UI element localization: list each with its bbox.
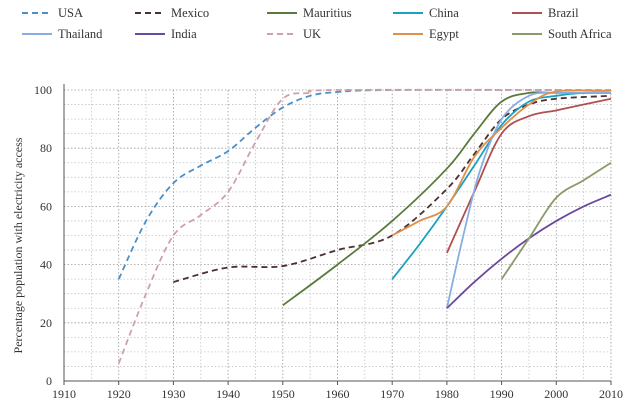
legend-label: Egypt: [429, 27, 459, 41]
y-tick-label: 0: [46, 374, 52, 388]
x-tick-label: 1930: [161, 387, 185, 401]
grid: [63, 89, 612, 382]
series-line-egypt: [391, 89, 612, 237]
series-line-south-africa: [500, 161, 612, 280]
legend-item-south-africa: South Africa: [512, 27, 612, 41]
legend-label: UK: [303, 27, 321, 41]
series-line-thailand: [446, 91, 612, 309]
legend-item-india: India: [135, 27, 197, 41]
legend-item-mauritius: Mauritius: [267, 6, 352, 20]
legend-label: Mauritius: [303, 6, 352, 20]
legend-label: Mexico: [171, 6, 209, 20]
series-line-uk: [117, 88, 612, 364]
y-tick-label: 20: [40, 316, 52, 330]
x-tick-label: 1920: [107, 387, 131, 401]
legend-label: South Africa: [548, 27, 612, 41]
legend-label: Brazil: [548, 6, 579, 20]
series-line-usa: [117, 88, 612, 280]
legend-label: India: [171, 27, 197, 41]
x-tick-label: 1940: [216, 387, 240, 401]
x-tick-label: 1960: [326, 387, 350, 401]
legend-item-mexico: Mexico: [135, 6, 209, 20]
x-tick-label: 1990: [490, 387, 514, 401]
legend-item-china: China: [393, 6, 459, 20]
x-tick-label: 1980: [435, 387, 459, 401]
legend-item-brazil: Brazil: [512, 6, 579, 20]
legend: USA Mexico Mauritius China Brazil Thailand Ind…: [22, 6, 612, 41]
x-tick-label: 1950: [271, 387, 295, 401]
x-tick-label: 2010: [599, 387, 623, 401]
legend-label: USA: [58, 6, 83, 20]
y-tick-label: 100: [34, 83, 52, 97]
axes: 1910 1920 1930 1940 1950 1960 1970 1980 1990 2000…: [34, 83, 623, 401]
x-tick-label: 2000: [544, 387, 568, 401]
x-tick-label: 1910: [52, 387, 76, 401]
legend-item-usa: USA: [22, 6, 83, 20]
legend-item-thailand: Thailand: [22, 27, 103, 41]
legend-item-egypt: Egypt: [393, 27, 459, 41]
series-lines: [117, 88, 612, 364]
legend-item-uk: UK: [267, 27, 321, 41]
y-tick-label: 40: [40, 258, 52, 272]
y-tick-label: 60: [40, 199, 52, 213]
x-tick-label: 1970: [380, 387, 404, 401]
legend-label: China: [429, 6, 459, 20]
y-tick-label: 80: [40, 141, 52, 155]
series-line-mexico: [173, 94, 612, 283]
y-axis-title: Percentage population with electricity a…: [11, 137, 25, 353]
legend-label: Thailand: [58, 27, 103, 41]
